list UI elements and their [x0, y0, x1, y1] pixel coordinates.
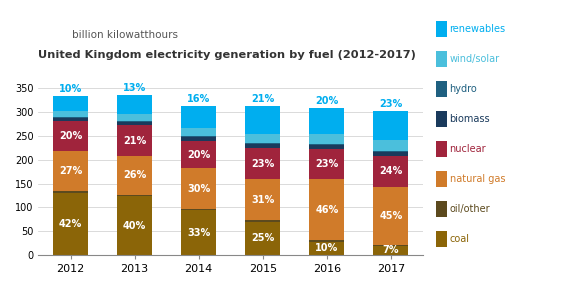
Bar	[309, 240, 345, 242]
Text: 42%: 42%	[59, 219, 82, 229]
Text: 26%: 26%	[123, 171, 146, 181]
Text: renewables: renewables	[450, 24, 506, 34]
Bar	[374, 152, 408, 156]
Text: 23%: 23%	[251, 159, 274, 168]
Text: wind/solar: wind/solar	[450, 54, 499, 64]
Text: 27%: 27%	[59, 166, 82, 176]
Text: hydro: hydro	[450, 84, 477, 94]
Bar	[53, 151, 88, 191]
Bar	[245, 222, 280, 255]
Text: 24%: 24%	[379, 166, 403, 176]
Bar	[53, 117, 88, 118]
Bar	[374, 111, 408, 140]
Bar	[53, 111, 88, 117]
Bar	[181, 210, 216, 255]
Bar	[309, 242, 345, 255]
Bar	[245, 143, 280, 144]
Text: 23%: 23%	[315, 159, 338, 169]
Text: 31%: 31%	[251, 194, 274, 205]
Bar	[117, 156, 152, 194]
Text: 20%: 20%	[59, 131, 82, 141]
Text: nuclear: nuclear	[450, 144, 486, 154]
Bar	[117, 194, 152, 196]
Text: 46%: 46%	[315, 205, 338, 215]
Bar	[117, 123, 152, 125]
Text: 10%: 10%	[59, 84, 82, 94]
Bar	[374, 246, 408, 255]
Bar	[117, 121, 152, 123]
Bar	[181, 106, 216, 128]
Bar	[181, 136, 216, 137]
Bar	[53, 96, 88, 111]
Text: 23%: 23%	[379, 99, 403, 109]
Text: oil/other: oil/other	[450, 204, 490, 214]
Bar	[245, 179, 280, 220]
Bar	[309, 108, 345, 134]
Text: United Kingdom electricity generation by fuel (2012-2017): United Kingdom electricity generation by…	[38, 50, 416, 60]
Text: 13%: 13%	[123, 83, 146, 92]
Bar	[181, 141, 216, 168]
Bar	[309, 144, 345, 145]
Text: 7%: 7%	[383, 245, 399, 255]
Text: 40%: 40%	[123, 221, 146, 231]
Bar	[117, 114, 152, 121]
Bar	[309, 134, 345, 144]
Bar	[181, 137, 216, 141]
Text: biomass: biomass	[450, 114, 490, 124]
Bar	[245, 105, 280, 134]
Text: natural gas: natural gas	[450, 174, 505, 184]
Bar	[309, 179, 345, 240]
Bar	[117, 196, 152, 255]
Bar	[53, 121, 88, 151]
Bar	[374, 151, 408, 152]
Bar	[374, 140, 408, 151]
Bar	[245, 134, 280, 143]
Bar	[181, 209, 216, 210]
Text: 45%: 45%	[379, 211, 403, 221]
Bar	[374, 156, 408, 187]
Text: 20%: 20%	[315, 96, 338, 106]
Bar	[245, 144, 280, 148]
Bar	[309, 149, 345, 179]
Bar	[245, 220, 280, 222]
Bar	[117, 125, 152, 156]
Text: 25%: 25%	[251, 233, 274, 243]
Bar	[53, 191, 88, 192]
Text: 21%: 21%	[123, 136, 146, 146]
Bar	[53, 192, 88, 255]
Bar	[374, 187, 408, 245]
Text: coal: coal	[450, 234, 469, 244]
Bar	[53, 118, 88, 121]
Bar	[181, 168, 216, 209]
Text: billion kilowatthours: billion kilowatthours	[72, 30, 179, 40]
Text: 20%: 20%	[187, 150, 211, 160]
Text: 21%: 21%	[251, 94, 274, 104]
Bar	[309, 145, 345, 149]
Text: 33%: 33%	[187, 228, 211, 238]
Text: 16%: 16%	[187, 94, 211, 104]
Bar	[245, 148, 280, 179]
Text: 30%: 30%	[187, 184, 211, 194]
Bar	[117, 95, 152, 114]
Text: 10%: 10%	[315, 243, 338, 253]
Bar	[374, 245, 408, 246]
Bar	[181, 128, 216, 136]
